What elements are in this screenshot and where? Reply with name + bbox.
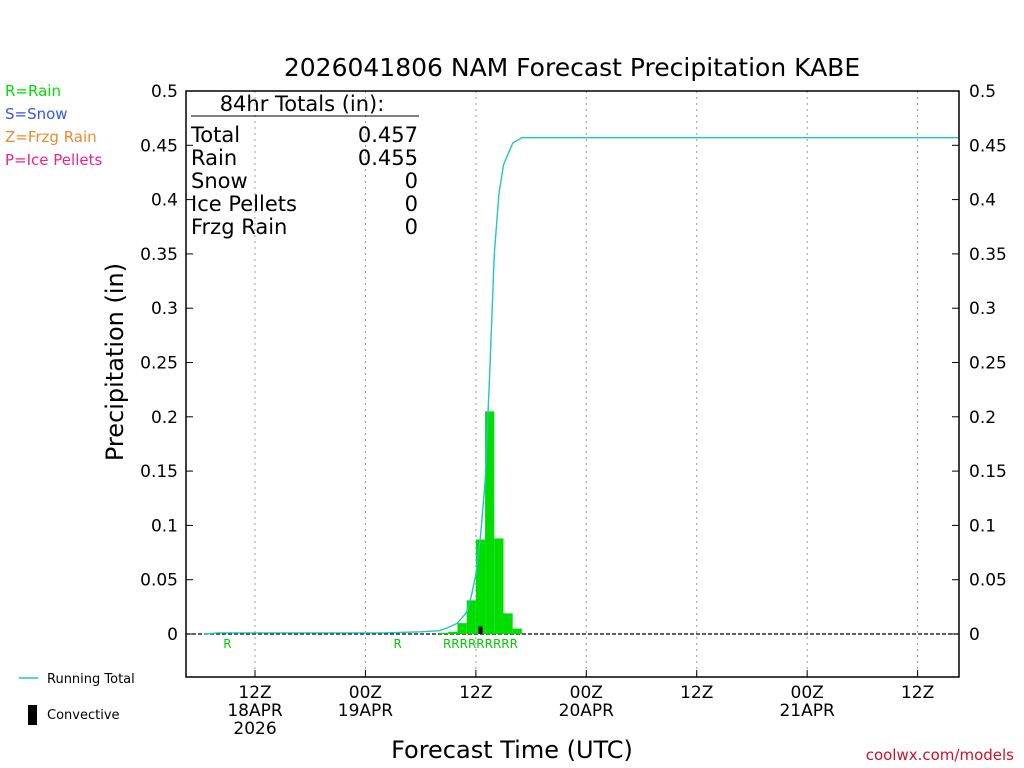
y-tick-label-right: 0 xyxy=(969,625,980,645)
totals-row-value: 0.457 xyxy=(358,123,418,147)
type-legend-entry: R=Rain xyxy=(5,82,61,100)
precip-type-marker: R xyxy=(223,637,231,651)
convective-legend-swatch xyxy=(28,705,37,725)
x-tick-label: 12Z xyxy=(901,683,934,703)
x-tick-label: 18APR xyxy=(227,701,283,721)
y-tick-label-right: 0.15 xyxy=(969,462,1007,482)
y-tick-label-right: 0.5 xyxy=(969,82,996,102)
type-legend-entry: S=Snow xyxy=(5,105,68,123)
totals-row-label: Frzg Rain xyxy=(191,215,287,239)
y-tick-label-left: 0.4 xyxy=(151,191,178,211)
rain-bar xyxy=(485,411,495,634)
y-tick-label-right: 0.05 xyxy=(969,571,1007,591)
x-tick-label: 21APR xyxy=(779,701,835,721)
y-tick-label-left: 0.25 xyxy=(140,354,178,374)
running-total-line xyxy=(204,136,959,635)
totals-row-label: Snow xyxy=(191,169,248,193)
y-tick-label-left: 0.2 xyxy=(151,408,178,428)
totals-row-value: 0 xyxy=(405,169,418,193)
x-tick-label: 12Z xyxy=(680,683,713,703)
y-tick-label-right: 0.45 xyxy=(969,136,1007,156)
y-tick-label-left: 0.35 xyxy=(140,245,178,265)
chart-title: 2026041806 NAM Forecast Precipitation KA… xyxy=(284,53,860,82)
y-tick-label-right: 0.25 xyxy=(969,354,1007,374)
x-tick-label: 00Z xyxy=(349,683,382,703)
x-tick-label: 12Z xyxy=(459,683,492,703)
series-legend-label: Convective xyxy=(47,708,120,723)
rain-bar xyxy=(512,628,522,634)
y-tick-label-left: 0.5 xyxy=(151,82,178,102)
y-tick-label-right: 0.2 xyxy=(969,408,996,428)
y-axis-label: Precipitation (in) xyxy=(101,263,129,461)
totals-row-label: Ice Pellets xyxy=(191,192,297,216)
rain-bar xyxy=(475,539,486,634)
type-legend-entry: Z=Frzg Rain xyxy=(5,128,97,146)
y-tick-label-left: 0.05 xyxy=(140,571,178,591)
totals-row-value: 0.455 xyxy=(358,146,418,170)
y-tick-label-right: 0.35 xyxy=(969,245,1007,265)
y-tick-label-left: 0 xyxy=(167,625,178,645)
type-legend-entry: P=Ice Pellets xyxy=(5,151,102,169)
precip-type-marker: R xyxy=(393,637,401,651)
y-tick-label-left: 0.15 xyxy=(140,462,178,482)
source-credit: coolwx.com/models xyxy=(866,746,1014,764)
y-tick-label-right: 0.4 xyxy=(969,191,996,211)
x-axis-label: Forecast Time (UTC) xyxy=(391,736,633,764)
x-tick-label: 12Z xyxy=(238,683,271,703)
x-tick-label: 20APR xyxy=(559,701,615,721)
totals-row-label: Total xyxy=(190,123,240,147)
x-tick-label: 2026 xyxy=(233,719,276,739)
x-tick-label: 00Z xyxy=(791,683,824,703)
series-legend: Running Total Convective xyxy=(19,672,135,725)
rain-bar xyxy=(448,631,458,634)
totals-row-value: 0 xyxy=(405,192,418,216)
series-legend-label: Running Total xyxy=(47,672,135,687)
rain-bar xyxy=(466,600,476,634)
y-tick-label-left: 0.3 xyxy=(151,299,178,319)
type-legend: R=Rain S=Snow Z=Frzg Rain P=Ice Pellets xyxy=(5,82,102,169)
precip-type-marker: RRRRRRRRR xyxy=(443,637,518,651)
totals-row-value: 0 xyxy=(405,215,418,239)
rain-bar xyxy=(439,632,449,634)
rain-bar xyxy=(457,623,467,634)
totals-row-label: Rain xyxy=(191,146,237,170)
y-tick-label-left: 0.45 xyxy=(140,136,178,156)
plot-frame xyxy=(185,90,960,678)
y-tick-label-left: 0.1 xyxy=(151,516,178,536)
y-tick-label-right: 0.3 xyxy=(969,299,996,319)
plot-area: 0 00.05 0.050.1 0.10.15 0.150.2 0.20.25 0.250.… xyxy=(140,82,1007,739)
y-tick-label-right: 0.1 xyxy=(969,516,996,536)
rain-bar xyxy=(494,538,504,634)
x-tick-label: 00Z xyxy=(570,683,603,703)
totals-heading: 84hr Totals (in): xyxy=(220,92,385,116)
convective-bar xyxy=(478,626,483,634)
rain-bar xyxy=(503,613,513,634)
x-tick-label: 19APR xyxy=(338,701,394,721)
